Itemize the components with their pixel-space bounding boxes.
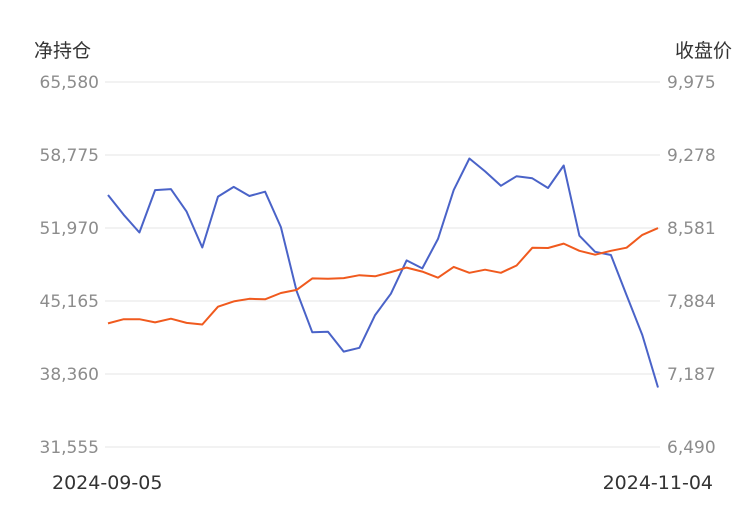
left-tick-label: 38,360 bbox=[40, 365, 99, 385]
right-axis-title: 收盘价 bbox=[674, 40, 732, 62]
right-tick-label: 8,581 bbox=[667, 219, 716, 239]
left-tick-label: 65,580 bbox=[40, 73, 99, 93]
left-tick-label: 58,775 bbox=[40, 146, 99, 166]
right-tick-label: 7,187 bbox=[667, 365, 716, 385]
left-tick-label: 31,555 bbox=[40, 438, 99, 458]
x-end-label: 2024-11-04 bbox=[603, 472, 713, 494]
left-axis-title: 净持仓 bbox=[34, 40, 92, 62]
left-tick-label: 45,165 bbox=[40, 292, 99, 312]
net-position-line bbox=[107, 157, 659, 388]
x-start-label: 2024-09-05 bbox=[52, 472, 162, 494]
right-tick-label: 9,975 bbox=[667, 73, 716, 93]
right-tick-label: 7,884 bbox=[667, 292, 716, 312]
close-price-line bbox=[107, 227, 659, 326]
right-tick-label: 9,278 bbox=[667, 146, 716, 166]
right-tick-label: 6,490 bbox=[667, 438, 716, 458]
left-tick-label: 51,970 bbox=[40, 219, 99, 239]
